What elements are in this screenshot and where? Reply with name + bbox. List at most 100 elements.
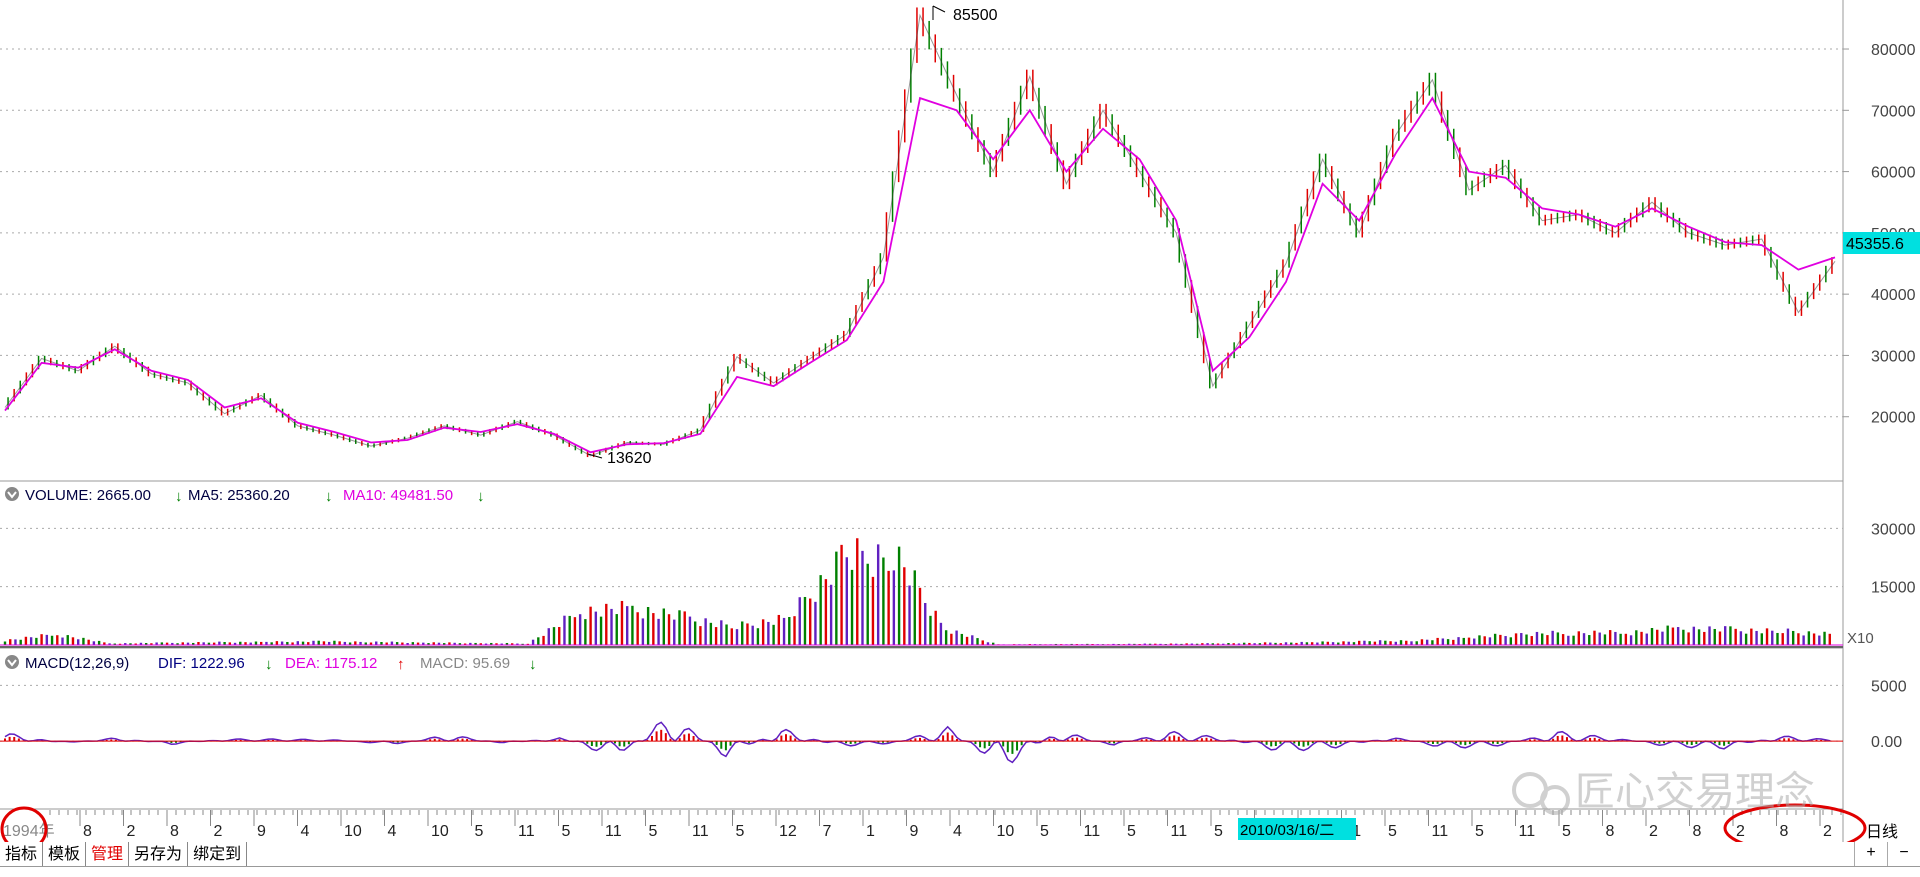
up-arrow-icon: ↑ [397, 656, 405, 673]
watermark: 匠心交易理念 [1512, 769, 1815, 815]
svg-text:MA5: 25360.20: MA5: 25360.20 [188, 487, 290, 504]
start-year-label: 1994年 [3, 822, 55, 840]
month-label: 8 [1780, 823, 1789, 840]
month-label: 4 [953, 823, 962, 840]
current-price-tag: 45355.6 [1843, 232, 1920, 254]
month-label: 12 [779, 823, 797, 840]
down-arrow-icon: ↓ [325, 488, 333, 505]
svg-text:2010/03/16/二: 2010/03/16/二 [1240, 822, 1334, 839]
month-label: 5 [649, 823, 658, 840]
down-arrow-icon: ↓ [477, 488, 485, 505]
svg-text:MACD: 95.69: MACD: 95.69 [420, 655, 510, 672]
month-label: 10 [344, 823, 362, 840]
highlight-circle-end [1723, 803, 1867, 842]
y-tick-label: 0.00 [1871, 734, 1902, 751]
highlight-circle-start [0, 806, 48, 842]
y-tick-label: 80000 [1871, 42, 1916, 59]
svg-text:VOLUME: 2665.00: VOLUME: 2665.00 [25, 487, 151, 504]
month-label: 8 [1693, 823, 1702, 840]
ma-line [4, 96, 1836, 454]
y-tick-label: 20000 [1871, 410, 1916, 427]
month-label: 5 [475, 823, 484, 840]
month-label: 5 [1127, 823, 1136, 840]
svg-text:MACD(12,26,9): MACD(12,26,9) [25, 655, 129, 672]
y-tick-label: 60000 [1871, 165, 1916, 182]
status-strip [0, 866, 1920, 877]
collapse-icon[interactable] [5, 487, 19, 501]
month-label: 11 [1519, 823, 1536, 840]
y-tick-label: 30000 [1871, 521, 1916, 538]
month-label: 4 [388, 823, 397, 840]
month-label: 2 [214, 823, 223, 840]
month-label: 10 [997, 823, 1015, 840]
zoom-out-button[interactable]: − [1887, 842, 1920, 866]
month-label: 2 [127, 823, 136, 840]
month-label: 5 [1388, 823, 1397, 840]
month-label: 5 [1214, 823, 1223, 840]
trough-label: 13620 [607, 450, 652, 467]
tab-save-as[interactable]: 另存为 [129, 842, 189, 866]
y-tick-label: 70000 [1871, 103, 1916, 120]
y-tick-label: 30000 [1871, 348, 1916, 365]
stock-chart[interactable]: 8000070000600005000040000300002000030000… [0, 0, 1920, 842]
month-label: 5 [562, 823, 571, 840]
month-label: 11 [1171, 823, 1188, 840]
peak-annotation: 85500 [932, 5, 998, 24]
tab-indicator[interactable]: 指标 [0, 842, 44, 866]
period-label: 日线 [1866, 822, 1899, 841]
macd-legend: MACD(12,26,9) DIF: 1222.96 ↓ DEA: 1175.1… [5, 655, 537, 673]
volume-plot [0, 538, 1843, 646]
dif-line [4, 721, 1831, 764]
month-label: 11 [692, 823, 709, 840]
month-label: 2 [1823, 823, 1832, 840]
tab-bind-to[interactable]: 绑定到 [188, 842, 248, 866]
down-arrow-icon: ↓ [175, 488, 183, 505]
month-label: 11 [518, 823, 535, 840]
y-tick-label: 5000 [1871, 678, 1907, 695]
cursor-date: 2010/03/16/二 [1238, 818, 1356, 840]
month-label: 9 [257, 823, 266, 840]
y-tick-label: 15000 [1871, 580, 1916, 597]
macd-plot [0, 721, 1843, 764]
down-arrow-icon: ↓ [265, 656, 273, 673]
month-label: 11 [1084, 823, 1101, 840]
month-label: 5 [1562, 823, 1571, 840]
month-label: 4 [301, 823, 310, 840]
svg-text:DEA: 1175.12: DEA: 1175.12 [285, 655, 377, 672]
month-label: 2 [1736, 823, 1745, 840]
svg-text:匠心交易理念: 匠心交易理念 [1575, 769, 1815, 815]
month-label: 5 [1040, 823, 1049, 840]
month-label: 11 [605, 823, 622, 840]
month-label: 8 [170, 823, 179, 840]
svg-text:MA10: 49481.50: MA10: 49481.50 [343, 487, 453, 504]
trough-annotation: 13620 [587, 450, 652, 467]
current-price-value: 45355.6 [1846, 236, 1904, 253]
time-axis: 8 2 8 2 9 4 10 4 10 5 11 5 11 5 11 5 12 7 1 9 4 10 5 11 5 11 5 11 5 1… [49, 810, 1842, 840]
month-label: 10 [431, 823, 449, 840]
main-price-plot [4, 7, 1836, 458]
panel-frames [0, 0, 1844, 842]
price-line [4, 13, 1836, 457]
month-label: 7 [823, 823, 832, 840]
month-label: 5 [736, 823, 745, 840]
tab-template[interactable]: 模板 [43, 842, 87, 866]
month-label: 9 [910, 823, 919, 840]
peak-label: 85500 [953, 7, 998, 24]
svg-text:DIF: 1222.96: DIF: 1222.96 [158, 655, 245, 672]
y-tick-label: 40000 [1871, 287, 1916, 304]
grid-lines [0, 48, 1843, 742]
month-label: 5 [1475, 823, 1484, 840]
zoom-controls: + − [1854, 842, 1920, 866]
collapse-icon[interactable] [5, 655, 19, 669]
volume-unit: X10 [1847, 630, 1874, 647]
month-label: 2 [1649, 823, 1658, 840]
zoom-in-button[interactable]: + [1854, 842, 1887, 866]
tab-manage[interactable]: 管理 [86, 842, 130, 866]
month-label: 1 [866, 823, 875, 840]
month-label: 8 [1606, 823, 1615, 840]
down-arrow-icon: ↓ [529, 656, 537, 673]
volume-legend: VOLUME: 2665.00 ↓ MA5: 25360.20 ↓ MA10: … [5, 487, 485, 505]
month-label: 8 [83, 823, 92, 840]
bottom-tabs: 指标 模板 管理 另存为 绑定到 [0, 842, 248, 866]
month-label: 11 [1432, 823, 1449, 840]
